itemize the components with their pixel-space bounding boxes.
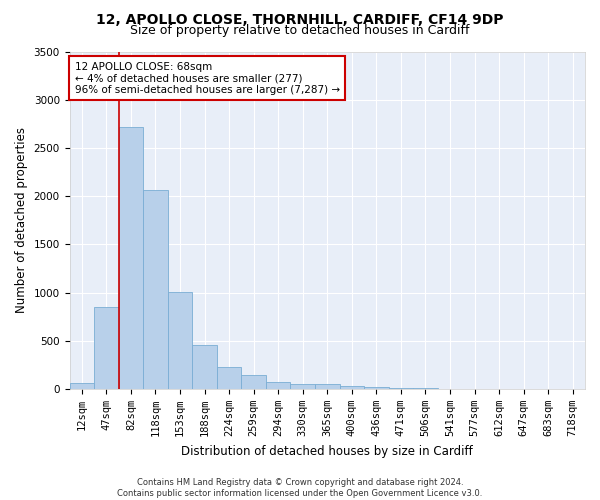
Bar [315, 384, 340, 389]
Bar [364, 386, 389, 389]
Bar [168, 292, 192, 389]
Text: Contains HM Land Registry data © Crown copyright and database right 2024.
Contai: Contains HM Land Registry data © Crown c… [118, 478, 482, 498]
Bar [241, 376, 266, 389]
Bar [70, 383, 94, 389]
X-axis label: Distribution of detached houses by size in Cardiff: Distribution of detached houses by size … [181, 444, 473, 458]
Y-axis label: Number of detached properties: Number of detached properties [15, 127, 28, 313]
Text: Size of property relative to detached houses in Cardiff: Size of property relative to detached ho… [130, 24, 470, 37]
Bar [290, 384, 315, 389]
Bar [340, 386, 364, 389]
Bar [94, 307, 119, 389]
Bar [143, 190, 168, 389]
Bar [119, 126, 143, 389]
Bar [389, 388, 413, 389]
Bar [192, 345, 217, 389]
Text: 12, APOLLO CLOSE, THORNHILL, CARDIFF, CF14 9DP: 12, APOLLO CLOSE, THORNHILL, CARDIFF, CF… [96, 12, 504, 26]
Bar [266, 382, 290, 389]
Bar [217, 368, 241, 389]
Text: 12 APOLLO CLOSE: 68sqm
← 4% of detached houses are smaller (277)
96% of semi-det: 12 APOLLO CLOSE: 68sqm ← 4% of detached … [74, 62, 340, 95]
Bar [413, 388, 438, 389]
